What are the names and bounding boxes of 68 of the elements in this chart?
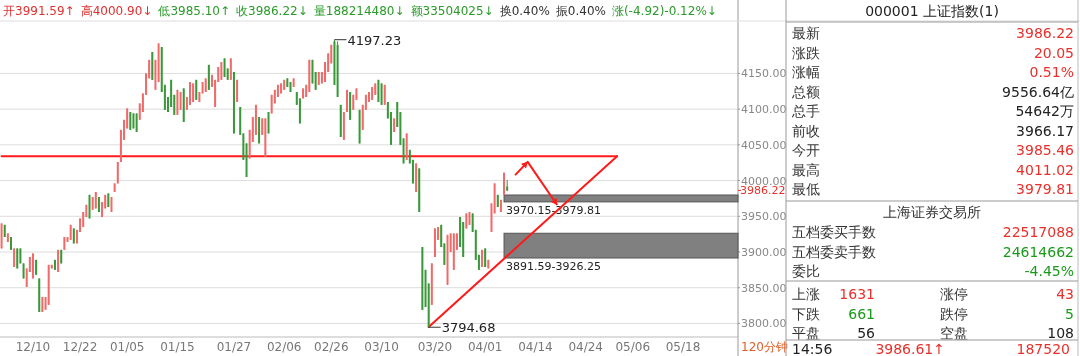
annotation: 3794.68 — [441, 320, 496, 336]
text: 24614662 — [1002, 243, 1074, 260]
y-tick-label: 4100.00 — [741, 103, 787, 117]
y-tick-label: 3850.00 — [741, 281, 787, 295]
x-tick-label: 02/26 — [314, 340, 349, 354]
x-tick-label: 12/10 — [15, 340, 51, 354]
x-axis-title: 120分钟 — [741, 340, 788, 354]
category-label: 最新 — [792, 25, 820, 41]
text: 3986.61↑ — [875, 341, 945, 356]
category-label: 跌停 — [940, 305, 968, 322]
text: 187520 — [1016, 341, 1070, 356]
band-label: 3891.59-3926.25 — [506, 260, 601, 274]
category-label: 平盘 — [792, 325, 820, 341]
x-tick-label: 05/18 — [665, 340, 701, 354]
x-tick-label: 01/15 — [160, 340, 195, 354]
text: 54642万 — [1015, 103, 1074, 119]
text: 上海证券交易所 — [883, 204, 981, 220]
category-label: 涨幅 — [792, 64, 820, 80]
category-label: 总额 — [791, 83, 820, 100]
category-label: 最高 — [792, 161, 820, 178]
text: 9556.64亿 — [1002, 83, 1074, 100]
category-label: 委比 — [792, 263, 820, 279]
x-tick-label: 01/27 — [216, 340, 252, 354]
text: 3985.46 — [1016, 142, 1074, 158]
category-label: 空盘 — [940, 325, 968, 341]
text: 1631 — [839, 286, 875, 302]
text: 5 — [1065, 305, 1074, 322]
x-tick-label: 12/22 — [62, 340, 98, 354]
category-label: 五档委买手数 — [792, 224, 876, 240]
x-tick-label: 02/06 — [266, 340, 302, 354]
category-label: 上涨 — [792, 286, 820, 302]
x-tick-label: 04/01 — [467, 340, 503, 354]
category-label: 总手 — [791, 103, 820, 119]
y-tick-label: 4050.00 — [741, 138, 787, 152]
text: 56 — [857, 325, 875, 341]
category-label: 涨跌 — [792, 44, 820, 61]
category-label: 今开 — [792, 142, 820, 158]
text: 661 — [848, 305, 875, 322]
category-label: 下跌 — [792, 305, 820, 322]
text: 0.51% — [1029, 64, 1074, 80]
text: 22517088 — [1002, 224, 1074, 240]
text: 20.05 — [1033, 44, 1074, 61]
x-tick-label: 01/05 — [109, 340, 145, 354]
text: 3986.22 — [740, 184, 786, 198]
chart-title: 开3991.59↑ 高4000.90↓ 低3985.10↑ 收3986.22↓ 量188214480↓ 额33504025↓ 换0.40% 振0.40% 涨(-4.92)-0.12%↓ — [3, 4, 717, 18]
category-label: 五档委卖手数 — [792, 243, 876, 260]
category-label: 涨停 — [940, 286, 968, 302]
y-tick-label: 3900.00 — [741, 246, 787, 259]
text: 000001 上证指数(1) — [865, 3, 999, 19]
text: 4011.02 — [1016, 161, 1074, 178]
category-label: 前收 — [792, 122, 820, 139]
x-tick-label: 04/14 — [518, 340, 553, 354]
y-tick-label: 3800.00 — [741, 317, 787, 331]
text: 14:56 — [792, 341, 833, 356]
text: -4.45% — [1024, 263, 1074, 279]
x-tick-label: 05/06 — [615, 340, 651, 354]
x-tick-label: 04/24 — [568, 340, 603, 354]
text: 3986.22 — [1016, 25, 1074, 41]
y-tick-label: 4150.00 — [741, 67, 787, 81]
x-tick-label: 03/10 — [364, 340, 399, 354]
text: 3979.81 — [1016, 181, 1074, 197]
text: 43 — [1056, 286, 1074, 302]
text: 108 — [1047, 325, 1074, 341]
category-label: 最低 — [792, 181, 820, 197]
text: 3966.17 — [1016, 122, 1074, 139]
x-tick-label: 03/20 — [417, 340, 453, 354]
y-tick-label: 3950.00 — [741, 210, 787, 224]
annotation: 4197.23 — [347, 32, 402, 48]
